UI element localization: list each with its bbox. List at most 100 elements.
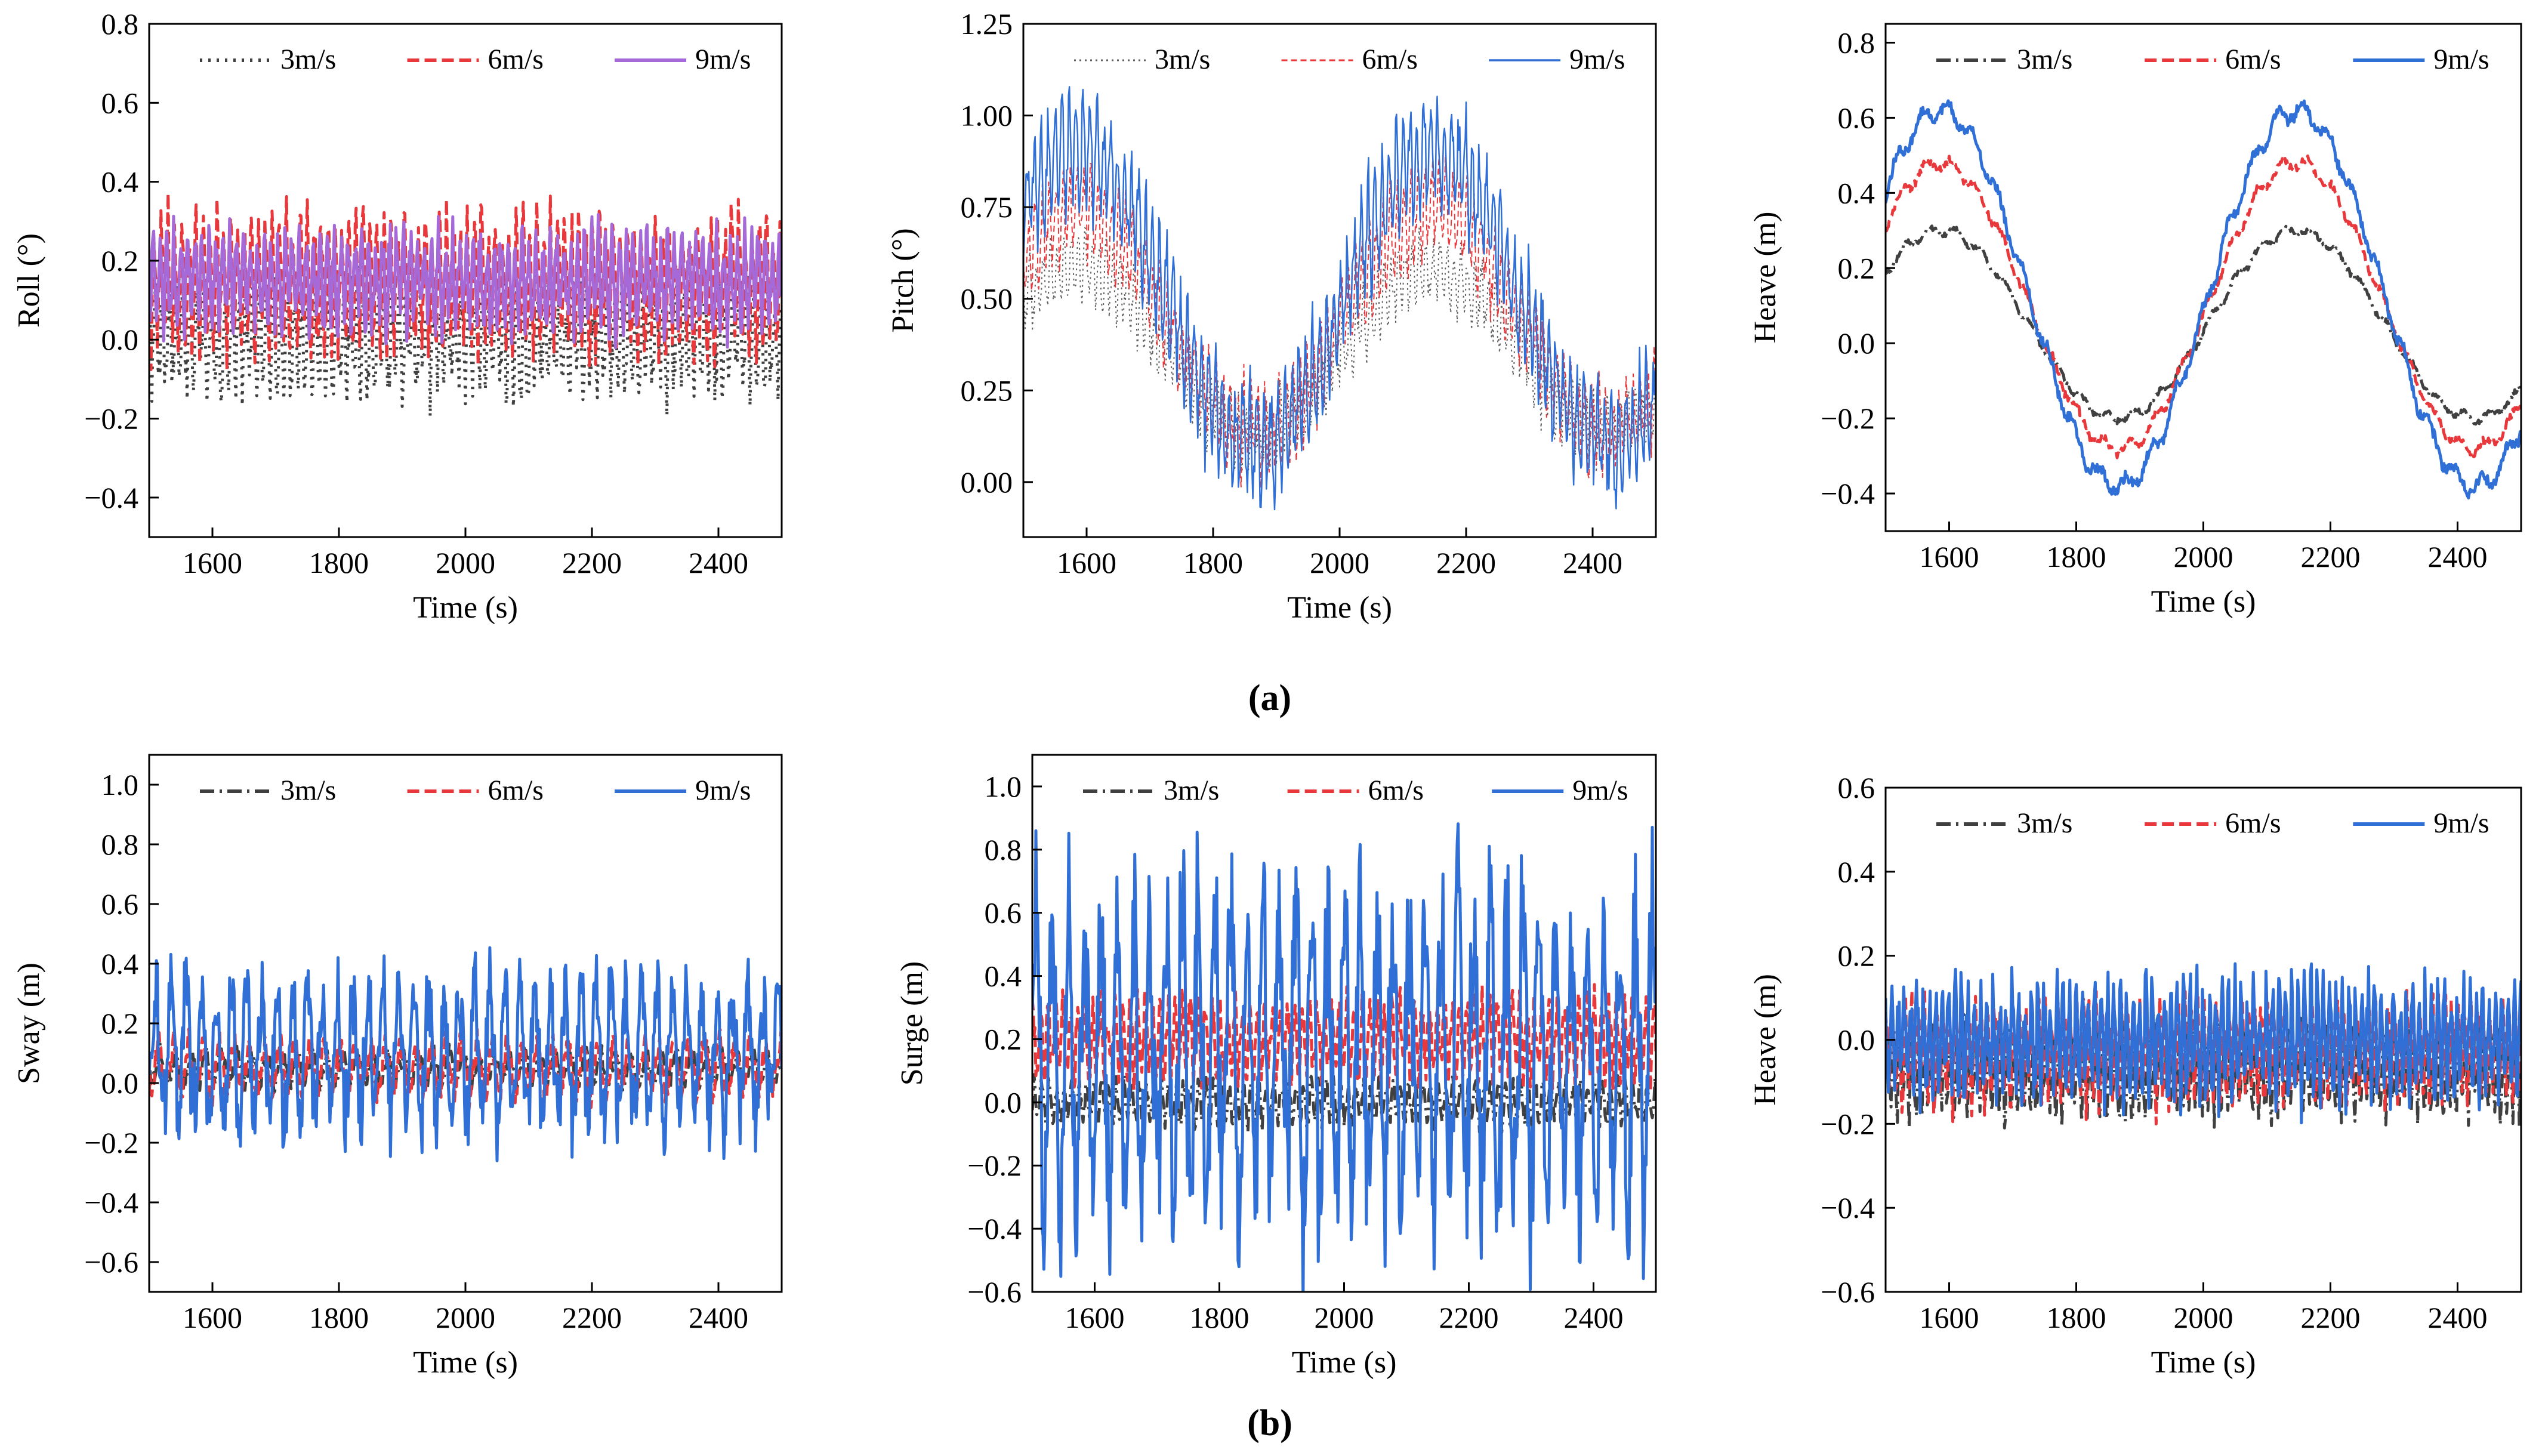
y-tick-label: 0.2 <box>985 1022 1022 1056</box>
y-tick-label: −0.6 <box>84 1245 138 1279</box>
y-tick-label: −0.4 <box>84 481 138 514</box>
legend-label: 3m/s <box>2017 44 2072 75</box>
y-tick-label: 0.6 <box>101 887 139 921</box>
legend: 3m/s 6m/s 9m/s <box>1074 44 1625 75</box>
x-tick-label: 2400 <box>2428 1301 2488 1334</box>
series-group <box>149 192 782 418</box>
legend-label: 9m/s <box>2433 807 2489 839</box>
y-tick-label: −0.4 <box>84 1186 138 1219</box>
chart-panel-2: 1600 1800 2000 2200 2400 0.00 0.25 0.50 0.75 1.00… <box>886 7 1657 625</box>
y-tick-label: 0.4 <box>101 165 139 199</box>
chart-panel-3: 1600 1800 2000 2200 2400 −0.4 −0.2 0.0 0.2 0.4 0.6… <box>1748 23 2522 619</box>
y-tick-label: −0.4 <box>1821 477 1875 510</box>
x-tick-label: 2400 <box>1563 546 1622 579</box>
y-tick-label: 0.4 <box>985 960 1022 993</box>
x-tick-label: 2200 <box>562 1301 622 1334</box>
x-tick-label: 2200 <box>1439 1301 1499 1334</box>
y-tick-label: −0.4 <box>1821 1191 1875 1224</box>
x-tick-label: 2000 <box>1315 1301 1374 1334</box>
legend-label: 9m/s <box>1572 775 1628 806</box>
y-tick-label: 0.8 <box>101 7 139 41</box>
legend-label: 6m/s <box>488 44 544 75</box>
chart-panel-6: 1600 1800 2000 2200 2400 −0.6 −0.4 −0.2 0.0 0.2 0.… <box>1748 771 2522 1380</box>
legend-label: 6m/s <box>1362 44 1418 75</box>
y-tick-label: 0.6 <box>101 86 139 119</box>
legend-label: 6m/s <box>488 775 544 806</box>
x-tick-label: 1800 <box>309 1301 369 1334</box>
series-group <box>1023 86 1656 511</box>
x-tick-label: 2200 <box>2301 540 2361 573</box>
y-tick-label: 0.8 <box>1838 26 1875 59</box>
series-line-9ms <box>149 212 782 350</box>
y-tick-label: 0.6 <box>985 896 1022 930</box>
group-label-a: (a) <box>1248 678 1291 718</box>
x-axis-title: Time (s) <box>2151 585 2256 619</box>
y-tick-label: 0.00 <box>961 465 1013 499</box>
legend: 3m/s 6m/s 9m/s <box>200 44 751 75</box>
x-tick-label: 1600 <box>1920 1301 1979 1334</box>
y-tick-label: 1.25 <box>961 7 1013 41</box>
y-tick-label: 0.50 <box>961 282 1013 316</box>
legend-label: 3m/s <box>280 44 336 75</box>
y-tick-label: −0.2 <box>1821 1107 1875 1140</box>
chart-panel-1: 1600 1800 2000 2200 2400 −0.4 −0.2 0.0 0.2 0.4 0.6… <box>12 7 783 625</box>
y-axis-title: Heave (m) <box>1748 974 1782 1106</box>
series-line-3ms <box>1886 224 2521 426</box>
y-tick-label: 0.25 <box>961 374 1013 407</box>
x-axis-title: Time (s) <box>2151 1346 2256 1380</box>
series-group <box>1886 99 2521 499</box>
y-tick-label: 0.8 <box>101 828 139 861</box>
series-line-9ms <box>1886 962 2521 1125</box>
y-axis-title: Surge (m) <box>895 961 929 1085</box>
x-axis-title: Time (s) <box>1287 591 1392 625</box>
y-tick-label: −0.6 <box>1821 1275 1875 1309</box>
y-tick-label: 1.00 <box>961 99 1013 132</box>
series-line-9ms <box>1023 86 1656 511</box>
y-axis-title: Sway (m) <box>12 963 46 1084</box>
x-tick-label: 2400 <box>2428 540 2488 573</box>
legend-label: 3m/s <box>1164 775 1219 806</box>
y-tick-label: 0.6 <box>1838 101 1875 134</box>
series-group <box>149 946 782 1162</box>
x-axis-title: Time (s) <box>1292 1346 1397 1380</box>
x-tick-label: 2000 <box>2174 1301 2233 1334</box>
series-line-3ms <box>1023 227 1656 473</box>
y-tick-label: −0.4 <box>967 1212 1022 1245</box>
x-tick-label: 1800 <box>1183 546 1243 579</box>
y-tick-label: 0.75 <box>961 190 1013 224</box>
x-tick-label: 1600 <box>1057 546 1116 579</box>
x-tick-label: 1800 <box>309 546 369 579</box>
x-tick-label: 2000 <box>2174 540 2233 573</box>
series-line-6ms <box>1886 154 2521 459</box>
y-axis-title: Heave (m) <box>1748 212 1782 344</box>
y-tick-label: 0.0 <box>985 1085 1022 1119</box>
legend-label: 9m/s <box>695 775 751 806</box>
legend-label: 6m/s <box>2225 44 2281 75</box>
y-tick-label: 0.4 <box>101 947 139 980</box>
y-tick-label: 0.4 <box>1838 176 1875 209</box>
x-tick-label: 2400 <box>1564 1301 1624 1334</box>
y-tick-label: 1.0 <box>985 770 1022 803</box>
legend-label: 9m/s <box>695 44 751 75</box>
series-line-9ms <box>1032 822 1656 1292</box>
y-tick-label: 1.0 <box>101 768 139 801</box>
legend: 3m/s 6m/s 9m/s <box>1936 44 2489 75</box>
x-tick-label: 2000 <box>1310 546 1369 579</box>
x-axis-title: Time (s) <box>413 1346 518 1380</box>
y-axis-title: Pitch (°) <box>886 228 920 332</box>
x-tick-label: 1800 <box>2047 1301 2106 1334</box>
x-tick-label: 1600 <box>1065 1301 1125 1334</box>
y-tick-label: 0.4 <box>1838 855 1875 889</box>
series-line-6ms <box>1032 983 1656 1093</box>
x-tick-label: 2000 <box>436 546 495 579</box>
y-tick-label: 0.6 <box>1838 771 1875 804</box>
x-axis-title: Time (s) <box>413 591 518 625</box>
series-line-3ms <box>149 264 782 418</box>
x-tick-label: 1600 <box>183 546 242 579</box>
x-tick-label: 2200 <box>1436 546 1496 579</box>
y-tick-label: 0.0 <box>101 323 139 356</box>
legend-label: 3m/s <box>2017 807 2072 839</box>
chart-panel-4: 1600 1800 2000 2200 2400 −0.6 −0.4 −0.2 0.0 0.2 0.… <box>12 754 783 1380</box>
x-tick-label: 2400 <box>689 546 748 579</box>
